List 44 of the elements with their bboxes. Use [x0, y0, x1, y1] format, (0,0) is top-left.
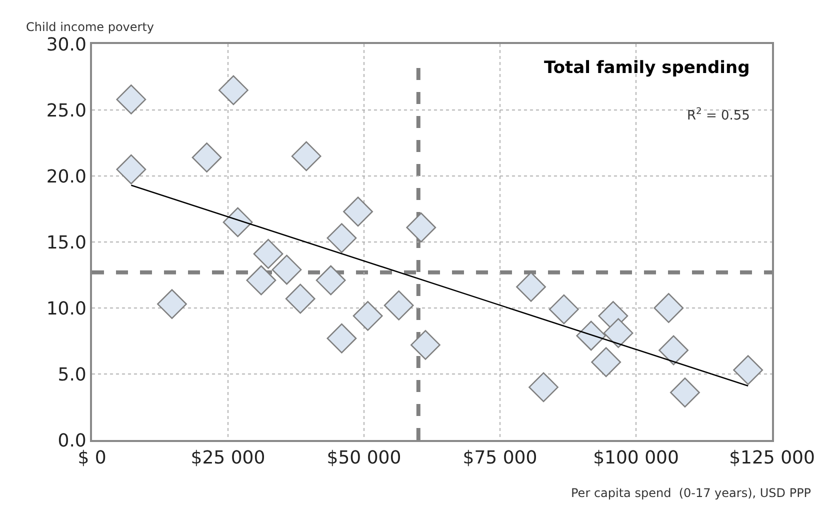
point	[218, 75, 248, 106]
point	[343, 196, 373, 227]
point	[576, 320, 606, 351]
point	[658, 335, 688, 366]
point	[406, 212, 436, 242]
x-tick-label: $125 000	[729, 448, 815, 469]
y-tick-label: 30.0	[46, 34, 86, 56]
point	[384, 290, 414, 320]
y-tick-label: 10.0	[46, 298, 86, 320]
point	[116, 154, 146, 184]
point	[410, 330, 440, 360]
point	[222, 207, 253, 238]
x-tick-label: $100 000	[593, 448, 679, 469]
point	[285, 284, 316, 314]
point	[246, 265, 276, 296]
y-tick-label: 5.0	[58, 364, 86, 386]
point	[316, 265, 346, 296]
text: Total family spending	[544, 58, 750, 78]
annotation: R$^{2}$ = 0.55	[687, 107, 750, 124]
point	[654, 293, 684, 323]
point	[733, 355, 764, 385]
x-tick-label: $75 000	[462, 448, 538, 469]
point	[116, 84, 146, 114]
x-tick-label: $50 000	[326, 448, 402, 469]
point	[157, 289, 187, 319]
point	[528, 372, 558, 402]
y-tick-label: 15.0	[46, 232, 86, 254]
point	[253, 238, 284, 269]
y-tick-label: 20.0	[46, 166, 86, 188]
point	[272, 254, 302, 285]
point	[603, 318, 634, 348]
y-tick-label: 25.0	[46, 100, 86, 122]
point	[516, 272, 546, 302]
point	[591, 347, 622, 378]
x-tick-label: $25 000	[190, 448, 266, 469]
point	[326, 223, 357, 253]
point	[326, 323, 357, 354]
point	[192, 142, 222, 172]
point	[352, 300, 383, 331]
point	[670, 378, 700, 408]
point	[548, 294, 579, 324]
x-axis-title: Per capita spend (0-17 years), USD PPP	[571, 486, 812, 500]
point	[291, 141, 322, 172]
y-axis-title: Child income poverty	[26, 20, 154, 34]
